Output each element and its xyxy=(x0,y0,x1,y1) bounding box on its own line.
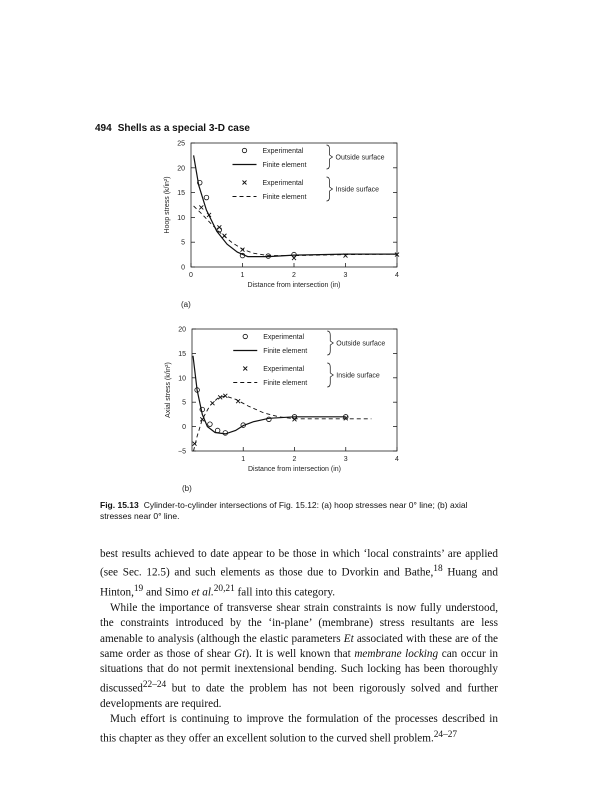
running-title: Shells as a special 3-D case xyxy=(117,123,250,134)
legend-group-label: Inside surface xyxy=(336,187,380,194)
legend-cross-icon xyxy=(242,180,247,185)
data-point-cross xyxy=(198,205,204,210)
chart-panel-a: 0 1 2 3 4 0 5 10 15 20 25 Distance from intersectio… xyxy=(164,141,400,309)
page-number: 494 xyxy=(95,123,112,134)
series-line-dashed xyxy=(193,205,398,257)
data-point-cross xyxy=(222,393,228,399)
x-axis-label: Distance from intersection (in) xyxy=(248,282,341,289)
legend-cross-icon xyxy=(242,366,248,371)
y-tick-label: 0 xyxy=(181,265,185,272)
panel-label: (a) xyxy=(181,300,191,309)
x-tick-label: 1 xyxy=(241,272,245,279)
legend-entry: Experimental xyxy=(263,180,304,187)
x-tick-label: 1 xyxy=(241,456,245,463)
x-tick-label: 3 xyxy=(344,272,348,279)
x-tick-label: 0 xyxy=(189,272,193,279)
legend-group-label: Inside surface xyxy=(336,373,380,380)
x-axis-label: Distance from intersection (in) xyxy=(248,466,341,473)
legend-entry: Finite element xyxy=(263,162,307,169)
x-tick-label: 2 xyxy=(293,456,297,463)
x-tick-label: 3 xyxy=(344,456,348,463)
caption-text: Cylinder-to-cylinder intersections of Fi… xyxy=(100,500,468,521)
paragraph-3: Much effort is continuing to improve the… xyxy=(100,713,498,745)
y-tick-label: 20 xyxy=(178,327,186,334)
legend-group-label: Outside surface xyxy=(336,341,385,348)
x-tick-label: 4 xyxy=(395,456,399,463)
legend-brace xyxy=(327,362,334,388)
panel-label: (b) xyxy=(182,484,192,493)
body-text: best results achieved to date appear to … xyxy=(100,547,498,747)
y-tick-label: 15 xyxy=(177,190,185,197)
series-line-solid xyxy=(193,155,397,258)
x-tick-label: 2 xyxy=(292,272,296,279)
y-tick-label: 10 xyxy=(177,215,185,222)
figure-caption: Fig. 15.13 Cylinder-to-cylinder intersect… xyxy=(100,500,500,522)
y-tick-label: 10 xyxy=(178,375,186,382)
legend-entry: Finite element xyxy=(263,194,307,201)
data-point-cross xyxy=(343,415,349,421)
legend-group-label: Outside surface xyxy=(336,155,385,162)
series-line-solid xyxy=(192,355,346,435)
legend-entry: Finite element xyxy=(263,380,307,387)
y-tick-label: 5 xyxy=(181,240,185,247)
paragraph-2: While the importance of transverse shear… xyxy=(100,601,499,710)
y-axis-label: Axial stress (k/in²) xyxy=(165,362,172,418)
legend-circle-icon xyxy=(242,333,248,340)
legend-brace xyxy=(326,144,334,170)
y-tick-label: 20 xyxy=(177,165,185,172)
running-header: 494 Shells as a special 3-D case xyxy=(95,123,256,134)
y-axis-label: Hoop stress (k/in²) xyxy=(164,176,171,233)
legend-entry: Experimental xyxy=(263,148,304,155)
series-line-dashed xyxy=(193,395,372,452)
y-tick-label: 0 xyxy=(182,424,186,431)
y-tick-label: 5 xyxy=(182,400,186,407)
data-point-cross xyxy=(217,395,223,400)
legend-brace xyxy=(326,176,334,202)
data-point-cross xyxy=(394,252,400,257)
data-point-circle xyxy=(203,194,210,201)
y-tick-label: 15 xyxy=(178,351,186,358)
legend-brace xyxy=(327,330,334,356)
chart-panel-b: 1 2 3 4 −5 0 5 10 15 20 Distance from intersection… xyxy=(165,327,399,494)
data-point-cross xyxy=(291,255,297,261)
x-tick-label: 4 xyxy=(395,272,399,279)
figure-label: Fig. 15.13 xyxy=(100,500,139,510)
data-point-circle xyxy=(207,421,213,427)
y-tick-label: 25 xyxy=(177,141,185,148)
data-point-cross xyxy=(199,416,205,422)
y-tick-label: −5 xyxy=(178,449,186,456)
data-point-cross xyxy=(292,416,297,422)
legend-entry: Experimental xyxy=(263,366,304,373)
legend-entry: Experimental xyxy=(263,334,304,341)
legend-entry: Finite element xyxy=(263,348,307,355)
legend-circle-icon xyxy=(241,147,248,154)
paragraph-1: best results achieved to date appear to … xyxy=(100,548,498,599)
data-point-cross xyxy=(206,212,212,218)
data-point-cross xyxy=(217,225,222,230)
